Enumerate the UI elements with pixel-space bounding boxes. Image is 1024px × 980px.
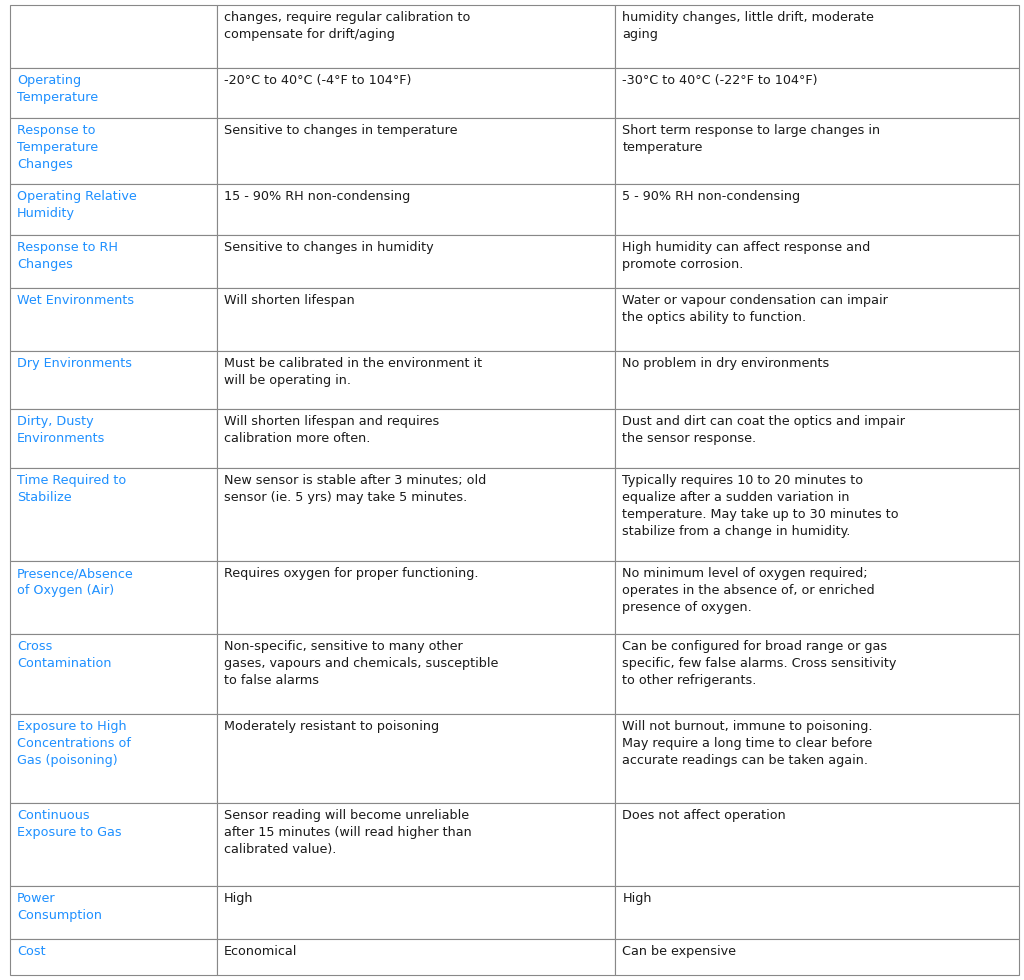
Text: Water or vapour condensation can impair
the optics ability to function.: Water or vapour condensation can impair … <box>623 294 888 323</box>
Text: No problem in dry environments: No problem in dry environments <box>623 357 829 369</box>
Text: Short term response to large changes in
temperature: Short term response to large changes in … <box>623 124 881 155</box>
Bar <box>217 468 615 562</box>
Bar <box>10 468 217 562</box>
Bar <box>10 68 217 119</box>
Text: Operating
Temperature: Operating Temperature <box>17 74 98 104</box>
Text: Non-specific, sensitive to many other
gases, vapours and chemicals, susceptible
: Non-specific, sensitive to many other ga… <box>224 641 499 687</box>
Text: Wet Environments: Wet Environments <box>17 294 134 307</box>
Text: Cost: Cost <box>17 945 46 957</box>
Bar <box>10 184 217 235</box>
Bar <box>615 410 1019 468</box>
Bar <box>217 713 615 803</box>
Bar <box>615 184 1019 235</box>
Text: Sensitive to changes in temperature: Sensitive to changes in temperature <box>224 124 458 137</box>
Bar <box>217 235 615 288</box>
Text: Does not affect operation: Does not affect operation <box>623 808 786 822</box>
Text: Moderately resistant to poisoning: Moderately resistant to poisoning <box>224 719 439 732</box>
Bar <box>217 288 615 351</box>
Bar <box>217 184 615 235</box>
Bar <box>10 713 217 803</box>
Bar <box>217 886 615 939</box>
Text: Cross
Contamination: Cross Contamination <box>17 641 112 670</box>
Bar <box>615 634 1019 713</box>
Text: Must be calibrated in the environment it
will be operating in.: Must be calibrated in the environment it… <box>224 357 482 386</box>
Bar <box>217 119 615 184</box>
Text: 5 - 90% RH non-condensing: 5 - 90% RH non-condensing <box>623 190 801 203</box>
Text: Will shorten lifespan: Will shorten lifespan <box>224 294 354 307</box>
Bar <box>10 803 217 886</box>
Text: Requires oxygen for proper functioning.: Requires oxygen for proper functioning. <box>224 567 478 580</box>
Text: Dust and dirt can coat the optics and impair
the sensor response.: Dust and dirt can coat the optics and im… <box>623 416 905 445</box>
Bar <box>615 351 1019 410</box>
Text: High: High <box>623 892 652 905</box>
Text: Sensor reading will become unreliable
after 15 minutes (will read higher than
ca: Sensor reading will become unreliable af… <box>224 808 472 856</box>
Bar <box>615 713 1019 803</box>
Text: Can be configured for broad range or gas
specific, few false alarms. Cross sensi: Can be configured for broad range or gas… <box>623 641 897 687</box>
Text: New sensor is stable after 3 minutes; old
sensor (ie. 5 yrs) may take 5 minutes.: New sensor is stable after 3 minutes; ol… <box>224 474 486 504</box>
Bar <box>10 119 217 184</box>
Text: High: High <box>224 892 254 905</box>
Bar <box>615 562 1019 634</box>
Bar <box>615 939 1019 975</box>
Bar <box>615 119 1019 184</box>
Bar <box>615 468 1019 562</box>
Bar <box>10 235 217 288</box>
Text: Sensitive to changes in humidity: Sensitive to changes in humidity <box>224 241 433 254</box>
Bar <box>615 803 1019 886</box>
Text: changes, require regular calibration to
compensate for drift/aging: changes, require regular calibration to … <box>224 11 470 41</box>
Text: Response to
Temperature
Changes: Response to Temperature Changes <box>17 124 98 172</box>
Bar <box>10 410 217 468</box>
Text: Time Required to
Stabilize: Time Required to Stabilize <box>17 474 127 504</box>
Text: 15 - 90% RH non-condensing: 15 - 90% RH non-condensing <box>224 190 411 203</box>
Text: Presence/Absence
of Oxygen (Air): Presence/Absence of Oxygen (Air) <box>17 567 134 598</box>
Bar <box>217 803 615 886</box>
Bar <box>217 410 615 468</box>
Bar <box>10 288 217 351</box>
Bar <box>217 562 615 634</box>
Text: Will not burnout, immune to poisoning.
May require a long time to clear before
a: Will not burnout, immune to poisoning. M… <box>623 719 872 766</box>
Bar <box>217 68 615 119</box>
Text: Can be expensive: Can be expensive <box>623 945 736 957</box>
Text: -30°C to 40°C (-22°F to 104°F): -30°C to 40°C (-22°F to 104°F) <box>623 74 818 87</box>
Text: High humidity can affect response and
promote corrosion.: High humidity can affect response and pr… <box>623 241 870 271</box>
Text: Continuous
Exposure to Gas: Continuous Exposure to Gas <box>17 808 122 839</box>
Bar <box>10 939 217 975</box>
Bar <box>615 886 1019 939</box>
Bar <box>217 634 615 713</box>
Text: Operating Relative
Humidity: Operating Relative Humidity <box>17 190 137 220</box>
Bar <box>10 634 217 713</box>
Text: humidity changes, little drift, moderate
aging: humidity changes, little drift, moderate… <box>623 11 874 41</box>
Bar <box>217 351 615 410</box>
Bar <box>217 939 615 975</box>
Bar <box>10 351 217 410</box>
Text: Exposure to High
Concentrations of
Gas (poisoning): Exposure to High Concentrations of Gas (… <box>17 719 131 766</box>
Text: -20°C to 40°C (-4°F to 104°F): -20°C to 40°C (-4°F to 104°F) <box>224 74 412 87</box>
Text: Economical: Economical <box>224 945 297 957</box>
Bar <box>615 5 1019 68</box>
Text: Power
Consumption: Power Consumption <box>17 892 102 922</box>
Text: Dry Environments: Dry Environments <box>17 357 132 369</box>
Bar <box>217 5 615 68</box>
Bar <box>10 5 217 68</box>
Text: No minimum level of oxygen required;
operates in the absence of, or enriched
pre: No minimum level of oxygen required; ope… <box>623 567 876 614</box>
Bar <box>10 886 217 939</box>
Text: Response to RH
Changes: Response to RH Changes <box>17 241 118 271</box>
Bar <box>615 288 1019 351</box>
Text: Dirty, Dusty
Environments: Dirty, Dusty Environments <box>17 416 105 445</box>
Bar <box>10 562 217 634</box>
Bar <box>615 68 1019 119</box>
Bar <box>615 235 1019 288</box>
Text: Typically requires 10 to 20 minutes to
equalize after a sudden variation in
temp: Typically requires 10 to 20 minutes to e… <box>623 474 899 538</box>
Text: Will shorten lifespan and requires
calibration more often.: Will shorten lifespan and requires calib… <box>224 416 439 445</box>
